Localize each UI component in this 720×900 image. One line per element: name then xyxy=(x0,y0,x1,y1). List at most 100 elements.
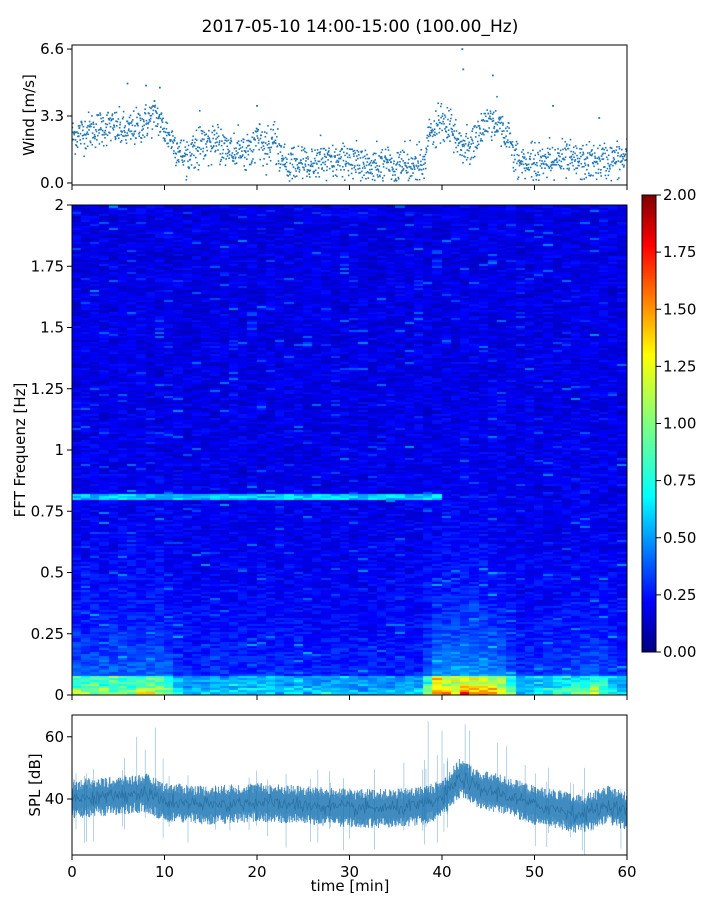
wind-point xyxy=(435,110,437,112)
wind-point xyxy=(289,171,292,174)
wind-point xyxy=(606,158,609,161)
wind-point xyxy=(167,145,170,148)
wind-point xyxy=(265,132,268,134)
colorbar-ticks: 0.000.250.500.751.001.251.501.752.00 xyxy=(656,186,696,661)
wind-point xyxy=(579,178,582,181)
wind-point xyxy=(266,144,269,146)
wind-point xyxy=(591,148,593,151)
wind-point xyxy=(516,142,519,145)
wind-point xyxy=(403,151,406,154)
wind-point xyxy=(326,152,329,155)
wind-point xyxy=(123,126,126,129)
wind-point xyxy=(341,175,344,178)
wind-point xyxy=(506,130,508,132)
wind-point xyxy=(118,126,121,129)
wind-point xyxy=(357,168,359,170)
wind-point xyxy=(318,151,320,154)
wind-point xyxy=(465,135,467,138)
wind-point xyxy=(364,149,367,152)
wind-point xyxy=(127,129,130,132)
wind-point xyxy=(372,162,374,164)
wind-point xyxy=(468,149,470,152)
wind-point xyxy=(313,170,316,173)
wind-point xyxy=(192,144,195,146)
wind-point xyxy=(423,155,426,158)
wind-point xyxy=(592,174,594,177)
wind-point xyxy=(405,165,408,168)
wind-point xyxy=(489,110,492,112)
wind-point xyxy=(595,178,598,181)
wind-point xyxy=(257,128,259,131)
wind-point xyxy=(88,125,91,128)
wind-point xyxy=(339,150,341,153)
wind-point xyxy=(565,177,568,179)
wind-point xyxy=(244,168,246,171)
wind-point xyxy=(420,169,423,171)
wind-point xyxy=(416,178,419,181)
wind-point xyxy=(575,172,578,175)
wind-point xyxy=(481,139,484,142)
wind-point xyxy=(95,128,97,131)
wind-point xyxy=(469,158,472,161)
wind-point xyxy=(567,147,570,150)
wind-point xyxy=(440,102,443,105)
wind-point xyxy=(310,163,313,165)
wind-point xyxy=(553,160,555,163)
wind-point xyxy=(492,111,495,114)
wind-point xyxy=(246,139,248,142)
wind-point xyxy=(400,158,403,160)
wind-point xyxy=(262,164,264,167)
colorbar-tick-label: 0.50 xyxy=(663,529,696,547)
wind-point xyxy=(171,140,174,143)
wind-point xyxy=(134,124,136,127)
wind-point xyxy=(605,156,608,159)
wind-point xyxy=(406,166,408,169)
colorbar-tick-label: 0.00 xyxy=(663,643,696,661)
wind-point xyxy=(411,168,414,170)
wind-point xyxy=(144,108,146,111)
spectrogram-y-tick-label: 1.25 xyxy=(31,380,64,398)
wind-point xyxy=(98,143,101,145)
wind-point xyxy=(553,179,555,181)
wind-point xyxy=(90,123,93,125)
wind-point xyxy=(154,104,157,107)
wind-point xyxy=(278,170,281,172)
wind-point xyxy=(166,142,168,145)
wind-point xyxy=(297,166,299,168)
wind-point xyxy=(579,151,582,154)
wind-point xyxy=(537,171,539,174)
wind-point xyxy=(611,151,614,154)
wind-point xyxy=(424,162,426,164)
wind-point xyxy=(242,154,244,156)
wind-point xyxy=(113,126,116,128)
wind-point xyxy=(338,157,341,160)
wind-point xyxy=(605,177,608,180)
wind-point xyxy=(105,126,108,129)
wind-point xyxy=(123,135,125,138)
wind-point xyxy=(523,167,526,170)
wind-point xyxy=(437,102,439,105)
wind-point xyxy=(239,147,242,149)
wind-point xyxy=(251,136,254,139)
wind-point xyxy=(512,146,514,149)
wind-point xyxy=(509,132,512,135)
spl-x-ticks: 0 10 20 30 40 50 60 xyxy=(67,855,637,881)
wind-point xyxy=(93,136,96,138)
wind-point xyxy=(296,167,299,170)
wind-point xyxy=(483,112,486,115)
wind-point xyxy=(593,152,596,154)
wind-point xyxy=(79,132,82,135)
wind-point xyxy=(456,150,459,153)
wind-point xyxy=(177,159,180,161)
wind-point xyxy=(166,122,169,125)
wind-point xyxy=(565,148,567,151)
wind-point xyxy=(145,84,147,87)
wind-point xyxy=(288,180,291,182)
wind-point xyxy=(331,144,334,147)
wind-point xyxy=(167,142,169,145)
wind-point xyxy=(435,146,438,148)
wind-point xyxy=(83,155,85,158)
wind-point xyxy=(217,126,220,129)
wind-point xyxy=(200,148,202,151)
wind-point xyxy=(539,150,541,152)
